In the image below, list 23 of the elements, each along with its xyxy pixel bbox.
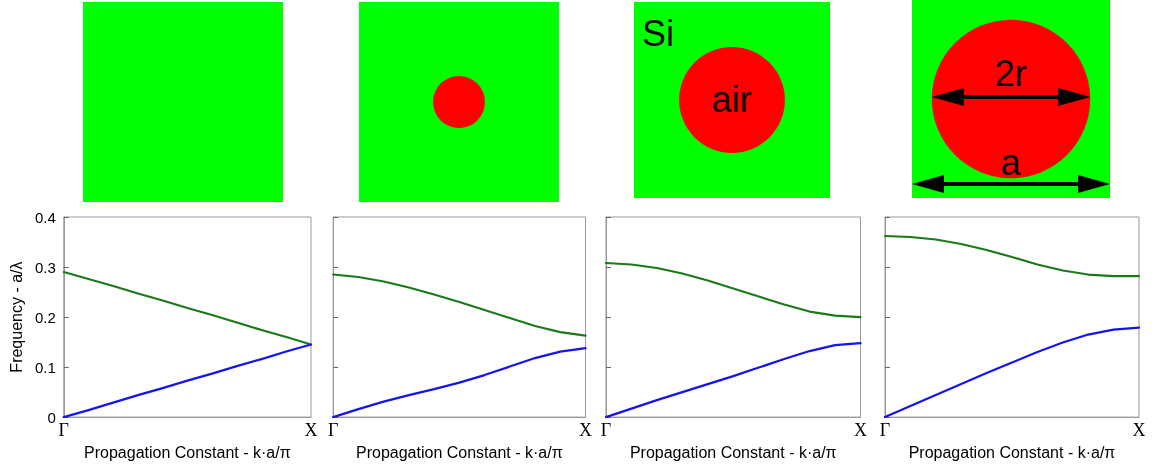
- x-axis-title: Propagation Constant - k·a/π: [908, 443, 1116, 461]
- y-tick-label: 0: [47, 408, 56, 426]
- x-tick-label: X: [304, 420, 318, 441]
- x-axis-title: Propagation Constant - k·a/π: [356, 443, 563, 461]
- x-tick-label: Γ: [600, 420, 612, 441]
- y-tick-label: 0.1: [34, 358, 56, 376]
- x-tick-label: Γ: [328, 420, 339, 441]
- x-tick-label: X: [854, 420, 867, 441]
- x-tick-label: X: [579, 420, 592, 441]
- y-tick-label: 0.3: [34, 258, 56, 276]
- y-tick-label: 0.2: [34, 308, 56, 326]
- x-axis-title: Propagation Constant - k·a/π: [629, 443, 837, 461]
- y-axis-title: Frequency - a/λ: [7, 261, 25, 373]
- text: air: [711, 79, 753, 120]
- text: 2r: [994, 53, 1028, 94]
- x-tick-label: Γ: [879, 420, 891, 441]
- text: a: [1000, 142, 1022, 183]
- line-series: [62, 270, 313, 346]
- text: Si: [642, 13, 675, 54]
- y-tick-label: 0.4: [34, 208, 56, 226]
- x-tick-label: Γ: [58, 420, 69, 441]
- x-axis-title: Propagation Constant - k·a/π: [84, 443, 291, 461]
- x-tick-label: X: [1132, 420, 1146, 441]
